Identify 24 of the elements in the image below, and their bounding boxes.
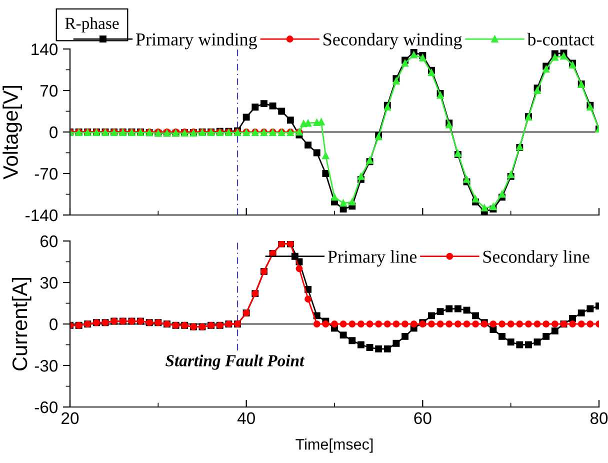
x-tick-label: 60 — [414, 412, 432, 424]
y-tick-label: 70 — [40, 84, 58, 97]
x-tick-label: 20 — [62, 412, 79, 424]
y-axis-title: Current[A] — [12, 278, 32, 370]
chart-title: R-phase — [65, 17, 119, 32]
legend-label: Primary line — [328, 250, 417, 267]
y-tick-label: -30 — [34, 360, 58, 372]
y-axis-title: Voltage[V] — [2, 86, 22, 180]
legend-label: Primary winding — [136, 32, 258, 50]
y-tick-label: 140 — [32, 43, 58, 56]
y-tick-label: 0 — [50, 318, 58, 330]
legend-label: Secondary winding — [324, 32, 462, 50]
y-tick-label: -140 — [26, 209, 58, 222]
legend-label: Secondary line — [483, 250, 590, 267]
x-tick-label: 80 — [590, 412, 608, 424]
y-tick-label: -70 — [34, 168, 58, 180]
y-tick-label: 0 — [50, 126, 58, 138]
y-tick-label: 60 — [40, 235, 58, 248]
x-axis-title: Time[msec] — [296, 438, 373, 453]
y-tick-label: 30 — [40, 276, 58, 289]
y-tick-label: -60 — [34, 401, 58, 414]
annotation: Starting Fault Point — [166, 354, 305, 370]
x-tick-label: 40 — [237, 412, 255, 424]
legend-label: b-contact — [527, 32, 594, 46]
